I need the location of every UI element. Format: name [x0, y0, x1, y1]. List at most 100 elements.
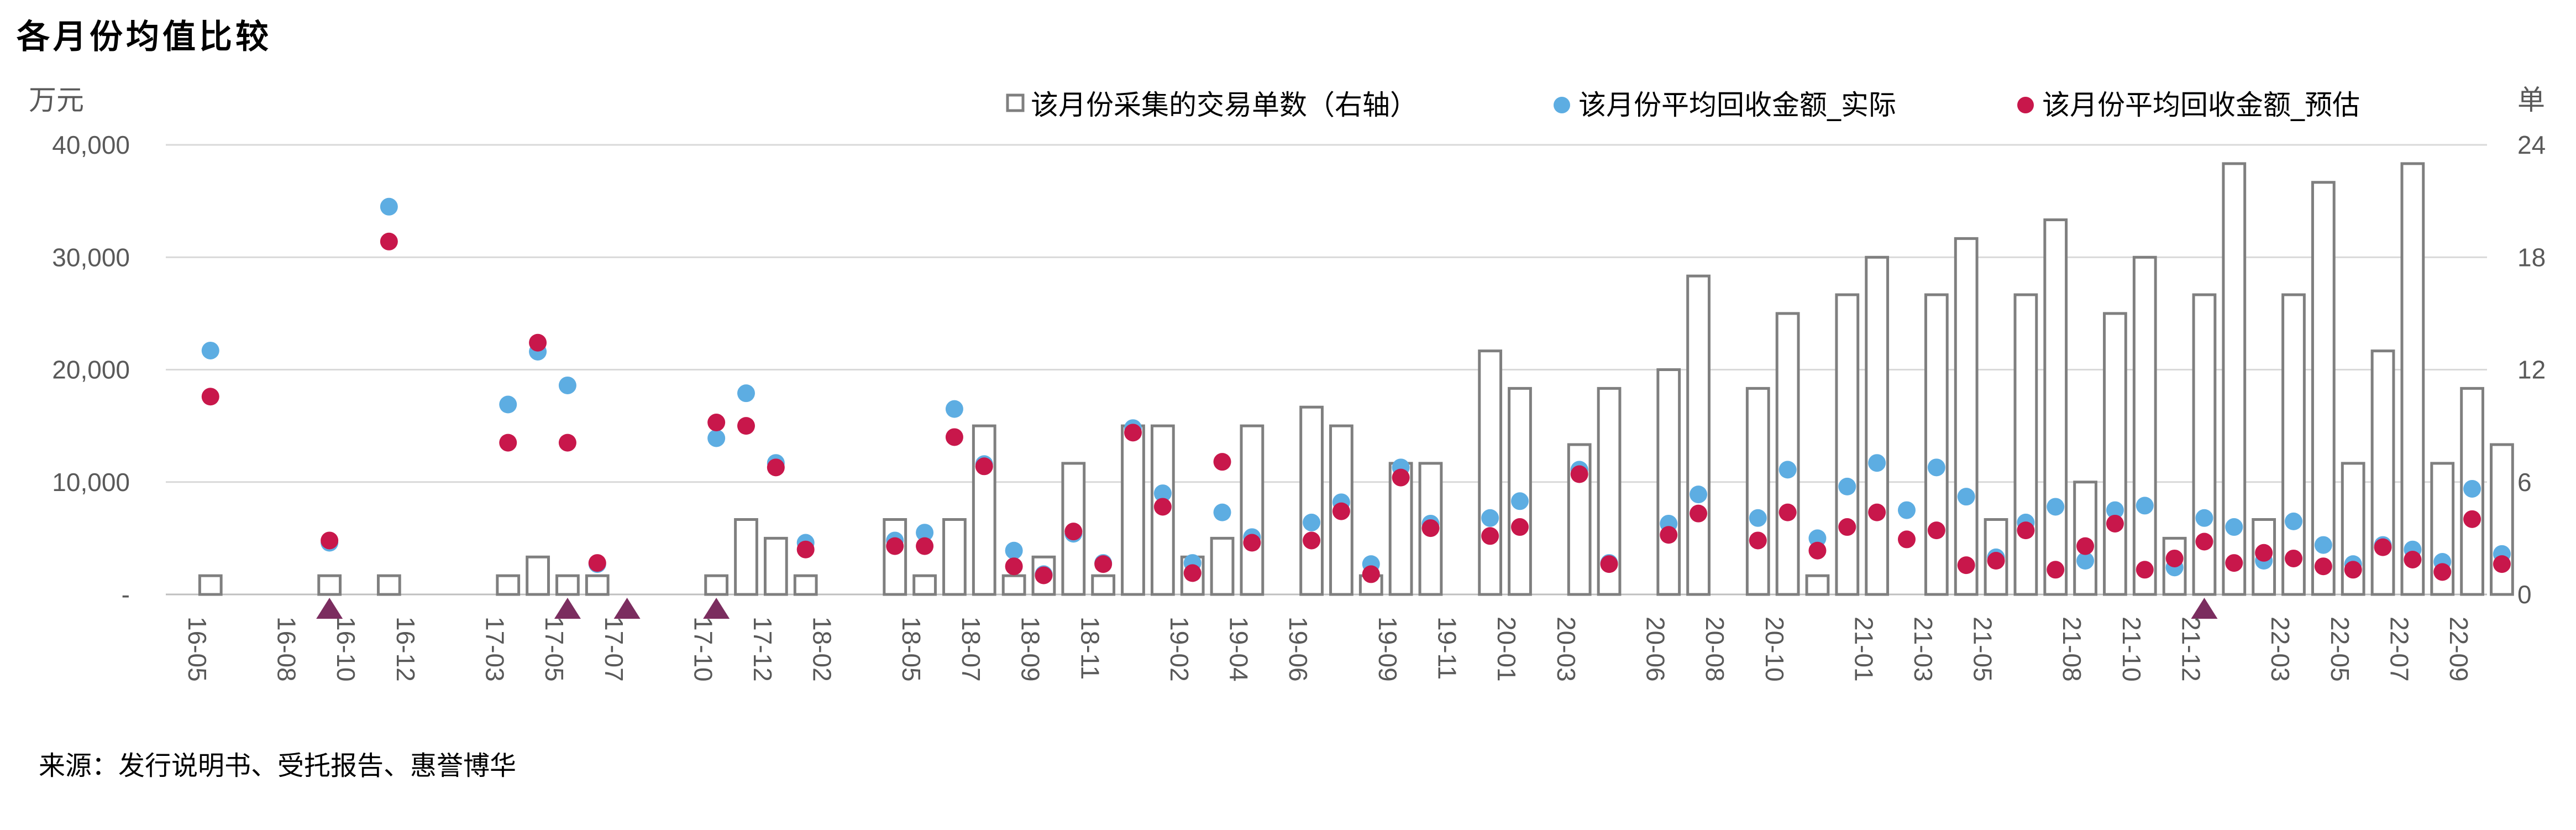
- estimate-point: [2255, 544, 2273, 562]
- x-tick-label: 18-11: [1075, 617, 1104, 680]
- estimate-point: [1243, 534, 1261, 552]
- x-tick-label: 20-03: [1552, 617, 1581, 682]
- bar: [1656, 368, 1681, 596]
- bar: [942, 518, 967, 596]
- bar: [1240, 424, 1265, 596]
- bar: [555, 574, 580, 596]
- x-tick-label: 18-07: [957, 617, 985, 682]
- estimate-point: [2195, 533, 2213, 551]
- estimate-point: [2374, 538, 2392, 556]
- estimate-point: [529, 333, 547, 352]
- actual-point: [1838, 477, 1856, 495]
- actual-point: [1957, 488, 1975, 506]
- bar: [2370, 349, 2395, 596]
- estimate-point: [380, 232, 398, 250]
- x-tick-label: 16-08: [272, 617, 301, 682]
- estimate-point: [2404, 550, 2422, 568]
- x-tick-label: 20-01: [1492, 617, 1521, 682]
- actual-point: [1808, 529, 1827, 547]
- estimate-point: [2493, 555, 2511, 573]
- estimate-point: [1153, 498, 1172, 516]
- estimate-point: [1778, 503, 1797, 521]
- estimate-point: [737, 417, 755, 435]
- bar-series: [198, 162, 2514, 596]
- bar: [1745, 387, 1770, 596]
- x-tick-label: 21-01: [1849, 617, 1878, 682]
- triangle-marker: [2191, 598, 2218, 619]
- left-tick-label: 20,000: [52, 356, 130, 384]
- estimate-point: [1570, 465, 1588, 483]
- bar: [2043, 218, 2068, 596]
- actual-point: [1213, 503, 1231, 521]
- estimate-point: [2017, 521, 2035, 540]
- x-tick-label: 17-10: [689, 617, 717, 682]
- bar: [1835, 293, 1860, 596]
- actual-point: [499, 395, 517, 414]
- bar: [2013, 293, 2038, 596]
- bar: [763, 536, 788, 596]
- bar: [2311, 181, 2336, 596]
- estimate-point: [1005, 557, 1023, 576]
- estimate-point: [321, 531, 339, 550]
- estimate-point: [2136, 561, 2154, 579]
- left-tick-label: 40,000: [52, 130, 130, 159]
- estimate-point: [1749, 531, 1767, 550]
- right-tick-label: 24: [2517, 130, 2546, 159]
- actual-point: [945, 400, 963, 418]
- bar: [1954, 237, 1979, 596]
- bar: [2103, 312, 2127, 596]
- estimate-point: [2076, 537, 2095, 555]
- x-tick-label: 17-12: [748, 617, 777, 682]
- estimate-point: [2463, 510, 2481, 528]
- estimate-point: [1660, 526, 1678, 544]
- actual-point: [1778, 461, 1797, 479]
- estimate-point: [201, 388, 219, 406]
- bar: [1299, 405, 1324, 596]
- bar: [317, 574, 342, 596]
- x-tick-label: 18-05: [897, 617, 926, 682]
- estimate-point: [499, 434, 517, 452]
- estimate-point: [1094, 555, 1113, 573]
- bar: [1091, 574, 1116, 596]
- bar: [972, 424, 996, 596]
- actual-point: [1749, 509, 1767, 527]
- bar: [704, 574, 729, 596]
- actual-point: [1927, 458, 1945, 477]
- x-tick-label: 18-09: [1016, 617, 1045, 682]
- bar: [1210, 536, 1235, 596]
- actual-point: [2106, 501, 2124, 519]
- bar: [585, 574, 610, 596]
- dot-series: [201, 197, 2511, 584]
- triangle-marker: [703, 598, 730, 619]
- x-tick-label: 21-05: [1969, 617, 1997, 682]
- legend-estimate-swatch: [2017, 97, 2034, 113]
- x-tick-label: 17-03: [480, 617, 509, 682]
- actual-point: [1481, 509, 1499, 527]
- actual-point: [1868, 454, 1886, 472]
- x-tick-label: 22-09: [2444, 617, 2473, 682]
- x-tick-label: 19-06: [1284, 617, 1313, 682]
- estimate-point: [2314, 557, 2332, 576]
- actual-point: [2285, 512, 2302, 530]
- estimate-point: [2285, 549, 2302, 567]
- right-tick-label: 18: [2517, 243, 2546, 272]
- estimate-point: [945, 428, 963, 446]
- x-tick-label: 19-09: [1373, 617, 1402, 682]
- triangle-markers: [316, 598, 2218, 619]
- left-axis-unit: 万元: [29, 84, 84, 116]
- bar: [198, 574, 223, 596]
- estimate-point: [2165, 549, 2184, 567]
- actual-point: [2136, 497, 2154, 515]
- x-tick-label: 20-06: [1641, 617, 1670, 682]
- actual-point: [1511, 492, 1529, 510]
- actual-point: [2463, 479, 2481, 498]
- bar: [912, 574, 937, 596]
- axes: - 10,000 20,000 30,000 40,000 0 6 12 18 24 16-05 16…: [52, 130, 2546, 682]
- actual-point: [737, 384, 755, 403]
- legend-bar-swatch: [1006, 93, 1025, 112]
- bar: [1865, 255, 1890, 596]
- estimate-point: [1808, 541, 1827, 560]
- actual-point: [2076, 552, 2095, 570]
- estimate-point: [796, 540, 815, 558]
- x-tick-label: 22-07: [2385, 617, 2414, 682]
